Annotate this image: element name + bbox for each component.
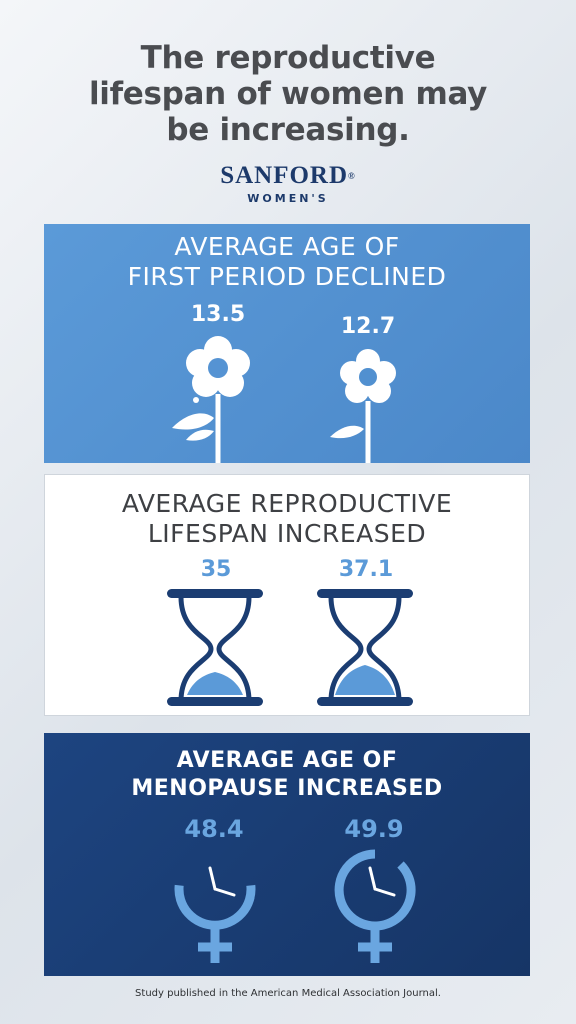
title-line-2: lifespan of women may xyxy=(88,76,488,112)
panel-title: AVERAGE REPRODUCTIVE LIFESPAN INCREASED xyxy=(45,489,529,549)
value-after: 12.7 xyxy=(340,314,396,339)
panel-title-line-2: FIRST PERIOD DECLINED xyxy=(127,262,447,291)
panel-first-period: AVERAGE AGE OF FIRST PERIOD DECLINED 13.… xyxy=(44,224,530,463)
flower-icon xyxy=(330,349,396,463)
panel-title-line-1: AVERAGE AGE OF xyxy=(174,232,400,261)
value-before: 48.4 xyxy=(184,815,244,843)
value-after: 37.1 xyxy=(338,557,394,582)
sanford-womens-logo: SANFORD® WOMEN'S xyxy=(0,162,576,206)
value-before: 13.5 xyxy=(190,302,246,327)
title-line-1: The reproductive xyxy=(140,40,436,76)
panel-title-line-2: MENOPAUSE INCREASED xyxy=(131,776,443,801)
panel-title-line-1: AVERAGE REPRODUCTIVE xyxy=(121,489,453,518)
female-clock-icon xyxy=(174,866,256,963)
panel-title-line-2: LIFESPAN INCREASED xyxy=(147,519,427,548)
hourglass-icon xyxy=(167,589,263,706)
page-title: The reproductive lifespan of women may b… xyxy=(0,40,576,148)
panel-menopause: AVERAGE AGE OF MENOPAUSE INCREASED 48.4 … xyxy=(44,733,530,976)
panel-title: AVERAGE AGE OF MENOPAUSE INCREASED xyxy=(44,747,530,803)
hourglass-icon xyxy=(317,589,413,706)
panel-title: AVERAGE AGE OF FIRST PERIOD DECLINED xyxy=(44,232,530,292)
title-line-3: be increasing. xyxy=(166,112,410,148)
female-clock-icon xyxy=(334,849,416,963)
panel-title-line-1: AVERAGE AGE OF xyxy=(176,748,398,773)
logo-wordmark: SANFORD xyxy=(220,162,349,189)
logo-subtitle: WOMEN'S xyxy=(247,192,329,205)
panel-reproductive-lifespan: AVERAGE REPRODUCTIVE LIFESPAN INCREASED … xyxy=(44,474,530,716)
value-after: 49.9 xyxy=(344,815,404,843)
logo-trademark: ® xyxy=(348,171,356,181)
footnote: Study published in the American Medical … xyxy=(135,988,441,999)
flower-icon xyxy=(172,336,250,463)
value-before: 35 xyxy=(200,557,232,582)
